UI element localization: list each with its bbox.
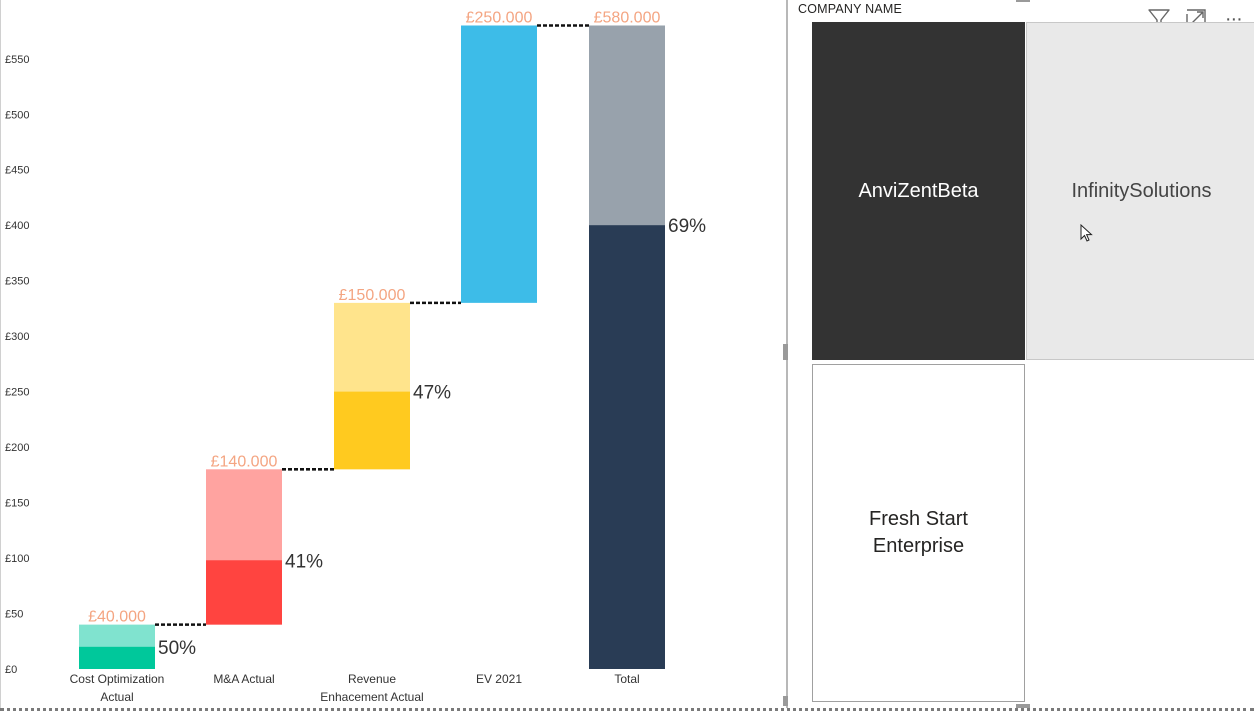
bar-actual-segment[interactable] — [589, 225, 665, 669]
slicer-tile-label: Fresh Start Enterprise — [869, 508, 968, 557]
data-label-percent: 50% — [158, 638, 196, 659]
data-label-percent: 41% — [285, 551, 323, 572]
x-category-label: Total — [614, 672, 639, 686]
slicer-tile-fresh-start-enterprise[interactable]: Fresh Start Enterprise — [812, 364, 1025, 702]
x-category-label: Enhacement Actual — [320, 690, 423, 704]
canvas-edge — [0, 0, 1, 708]
canvas-bottom-border — [0, 708, 1254, 711]
y-tick-label: £50 — [5, 609, 23, 621]
y-tick-label: £550 — [5, 54, 29, 66]
y-tick-label: £400 — [5, 220, 29, 232]
y-tick-label: £250 — [5, 387, 29, 399]
y-tick-label: £0 — [5, 664, 17, 676]
slicer-tile-anvizentbeta[interactable]: AnviZentBeta — [812, 22, 1025, 360]
resize-handle-bottom-left[interactable] — [783, 696, 788, 706]
data-label-value: £580.000 — [594, 9, 661, 26]
x-category-label: Cost Optimization — [70, 672, 165, 686]
resize-handle-top[interactable] — [1016, 0, 1030, 2]
slicer-header: COMPANY NAME — [798, 2, 903, 16]
y-tick-label: £200 — [5, 442, 29, 454]
y-tick-label: £500 — [5, 109, 29, 121]
data-label-value: £250.000 — [466, 9, 533, 26]
y-tick-label: £100 — [5, 553, 29, 565]
y-tick-label: £350 — [5, 276, 29, 288]
bar-actual-segment[interactable] — [79, 646, 155, 669]
x-category-label: M&A Actual — [213, 672, 274, 686]
company-name-slicer[interactable]: COMPANY NAME ··· AnviZentBeta InfinitySo… — [783, 0, 1254, 708]
data-label-value: £40.000 — [88, 609, 146, 626]
y-tick-label: £300 — [5, 331, 29, 343]
resize-handle-bottom[interactable] — [1016, 704, 1030, 708]
x-category-label: Revenue — [348, 672, 396, 686]
bar-actual-segment[interactable] — [334, 391, 410, 470]
data-label-percent: 69% — [668, 216, 706, 237]
y-tick-label: £450 — [5, 165, 29, 177]
y-tick-label: £150 — [5, 498, 29, 510]
data-label-percent: 47% — [413, 383, 451, 404]
x-category-label: Actual — [100, 690, 133, 704]
slicer-tile-label: InfinitySolutions — [1071, 179, 1212, 202]
chart-svg: £0 £50 £100 £150 £200 £250 £300 £350 £400 £450 £50… — [5, 9, 706, 704]
mouse-cursor-icon — [1080, 224, 1093, 242]
bar-actual-segment[interactable] — [206, 560, 282, 625]
x-category-label: EV 2021 — [476, 672, 522, 686]
slicer-tile-label: AnviZentBeta — [858, 179, 979, 202]
resize-handle-left[interactable] — [783, 344, 788, 360]
data-label-value: £140.000 — [211, 453, 278, 470]
data-label-value: £150.000 — [339, 287, 406, 304]
waterfall-chart[interactable]: £0 £50 £100 £150 £200 £250 £300 £350 £400 £450 £50… — [0, 0, 786, 710]
bar-total-segment[interactable] — [461, 25, 537, 303]
slicer-tile-infinitysolutions[interactable]: InfinitySolutions — [1026, 22, 1254, 360]
